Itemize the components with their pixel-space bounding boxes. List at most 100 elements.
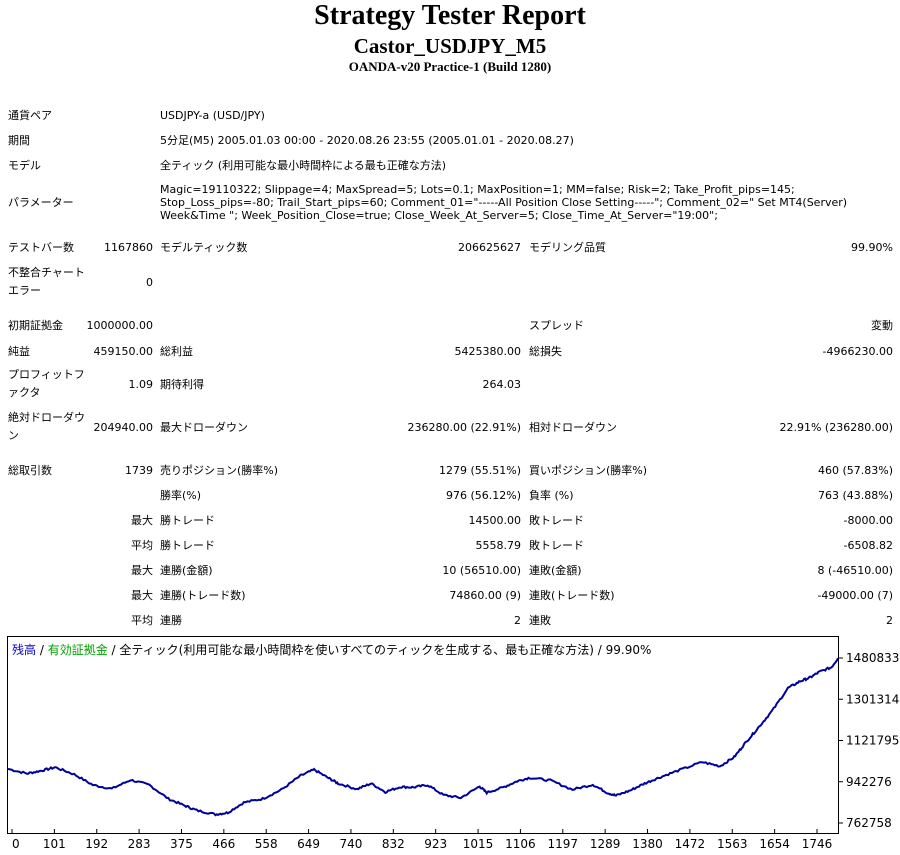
y-tick-label: 762758 xyxy=(846,816,892,830)
gross-profit-value: 5425380.00 xyxy=(454,345,521,358)
x-tick-label: 466 xyxy=(212,837,235,851)
average-win-label: 勝トレード xyxy=(160,539,215,552)
average-qualifier: 平均 xyxy=(131,539,153,552)
average-loss-value: -6508.82 xyxy=(843,539,893,552)
loss-rate-value: 763 (43.88%) xyxy=(817,489,893,502)
loss-rate-label: 負率 (%) xyxy=(529,489,574,502)
server-build: OANDA-v20 Practice-1 (Build 1280) xyxy=(348,59,552,74)
long-positions-label: 買いポジション(勝率%) xyxy=(529,464,648,477)
quality-label: モデリング品質 xyxy=(529,241,606,254)
chart-background xyxy=(0,636,900,855)
deposit-value: 1000000.00 xyxy=(86,319,153,332)
gross-loss-label: 総損失 xyxy=(529,345,562,358)
max-drawdown-value: 236280.00 (22.91%) xyxy=(407,421,521,434)
model-value: 全ティック (利用可能な最小時間枠による最も正確な方法) xyxy=(160,159,447,172)
total-trades-label: 総取引数 xyxy=(8,464,52,477)
max-consecutive-qualifier: 最大 xyxy=(131,564,153,577)
quality-value: 99.90% xyxy=(851,241,893,254)
expected-payoff-value: 264.03 xyxy=(482,378,522,391)
ticks-label: モデルティック数 xyxy=(160,241,248,254)
net-value: 459150.00 xyxy=(93,345,154,358)
y-tick-label: 1301314 xyxy=(846,692,899,706)
largest-win-value: 14500.00 xyxy=(468,514,522,527)
mismatch-label: 不整合チャートエラー xyxy=(8,266,85,297)
long-positions-value: 460 (57.83%) xyxy=(817,464,893,477)
max-consecutive-wins-value: 10 (56510.00) xyxy=(442,564,521,577)
short-positions-label: 売りポジション(勝率%) xyxy=(160,464,279,477)
spread-label: スプレッド xyxy=(529,319,584,332)
chart-frame xyxy=(7,636,839,834)
y-tick-label: 1121795 xyxy=(846,734,899,748)
x-tick-label: 923 xyxy=(424,837,447,851)
legend-balance: 残高 xyxy=(12,642,36,657)
x-tick-label: 192 xyxy=(85,837,108,851)
spread-value: 変動 xyxy=(871,319,893,332)
deposit-label: 初期証拠金 xyxy=(8,319,63,332)
params-label: パラメーター xyxy=(8,196,74,209)
x-tick-label: 1289 xyxy=(590,837,621,851)
gross-profit-label: 総利益 xyxy=(160,345,193,358)
x-tick-label: 1563 xyxy=(717,837,748,851)
average-consecutive-wins-label: 連勝 xyxy=(160,614,182,627)
largest-loss-label: 敗トレード xyxy=(529,514,584,527)
average-consecutive-qualifier: 平均 xyxy=(131,614,153,627)
legend-sep-2: / 全ティック(利用可能な最小時間枠を使いすべてのティックを生成する、最も正確な… xyxy=(108,642,652,657)
symbol-label: 通貨ペア xyxy=(8,109,52,122)
mismatch-value: 0 xyxy=(146,276,153,289)
gross-loss-value: -4966230.00 xyxy=(822,345,893,358)
bars-label: テストバー数 xyxy=(8,241,74,254)
x-tick-label: 1654 xyxy=(759,837,790,851)
max-consecutive-losses-label: 連敗(金額) xyxy=(529,564,582,577)
total-trades-value: 1739 xyxy=(125,464,153,477)
average-win-value: 5558.79 xyxy=(475,539,522,552)
legend-equity: 有効証拠金 xyxy=(48,642,108,657)
max-consecutive-losses-value: 8 (-46510.00) xyxy=(817,564,893,577)
win-rate-label: 勝率(%) xyxy=(160,489,202,502)
x-tick-label: 740 xyxy=(339,837,362,851)
period-label: 期間 xyxy=(8,134,30,147)
profit-factor-label: プロフィットファクタ xyxy=(8,368,85,399)
x-tick-label: 283 xyxy=(128,837,151,851)
largest-loss-value: -8000.00 xyxy=(843,514,893,527)
y-axis: 1480833 1301314 1121795 942276 762758 xyxy=(838,651,899,830)
average-loss-label: 敗トレード xyxy=(529,539,584,552)
short-positions-value: 1279 (55.51%) xyxy=(438,464,521,477)
max-consecutive-profit-value: 74860.00 (9) xyxy=(449,589,521,602)
absolute-drawdown-label: 絶対ドローダウン xyxy=(8,411,85,442)
profit-factor-value: 1.09 xyxy=(128,378,154,391)
expected-payoff-label: 期待利得 xyxy=(160,378,204,391)
ticks-value: 206625627 xyxy=(458,241,521,254)
relative-drawdown-value: 22.91% (236280.00) xyxy=(779,421,893,434)
x-tick-label: 1380 xyxy=(632,837,663,851)
x-tick-label: 558 xyxy=(255,837,278,851)
x-axis: 0 101 192 283 375 466 558 649 740 832 923 1015 1106 1… xyxy=(11,829,832,851)
x-tick-label: 375 xyxy=(170,837,193,851)
chart-legend: 残高 / 有効証拠金 / 全ティック(利用可能な最小時間枠を使いすべてのティック… xyxy=(12,642,651,657)
y-tick-label: 1480833 xyxy=(846,651,899,665)
x-tick-label: 101 xyxy=(43,837,66,851)
ea-name: Castor_USDJPY_M5 xyxy=(353,34,547,58)
bars-value: 1167860 xyxy=(104,241,153,254)
win-rate-value: 976 (56.12%) xyxy=(445,489,521,502)
report-title: Strategy Tester Report xyxy=(314,0,586,31)
x-tick-label: 1472 xyxy=(675,837,706,851)
x-tick-label: 832 xyxy=(382,837,405,851)
max-consecutive-profit-label: 連勝(トレード数) xyxy=(160,589,246,602)
average-consecutive-losses-value: 2 xyxy=(886,614,893,627)
balance-line xyxy=(7,657,839,817)
max-consecutive-wins-label: 連勝(金額) xyxy=(160,564,213,577)
average-consecutive-losses-label: 連敗 xyxy=(529,614,551,627)
period-value: 5分足(M5) 2005.01.03 00:00 - 2020.08.26 23… xyxy=(160,134,574,147)
absolute-drawdown-value: 204940.00 xyxy=(93,421,154,434)
x-tick-label: 1106 xyxy=(505,837,536,851)
y-tick-label: 942276 xyxy=(846,775,892,789)
net-label: 純益 xyxy=(8,345,30,358)
x-tick-label: 1197 xyxy=(548,837,579,851)
model-label: モデル xyxy=(8,159,41,172)
largest-qualifier: 最大 xyxy=(131,514,153,527)
legend-sep-1: / xyxy=(36,643,48,657)
average-consecutive-wins-value: 2 xyxy=(514,614,521,627)
max-drawdown-label: 最大ドローダウン xyxy=(160,421,248,434)
max-consecutive-profit-qualifier: 最大 xyxy=(131,589,153,602)
symbol-value: USDJPY-a (USD/JPY) xyxy=(160,109,265,122)
